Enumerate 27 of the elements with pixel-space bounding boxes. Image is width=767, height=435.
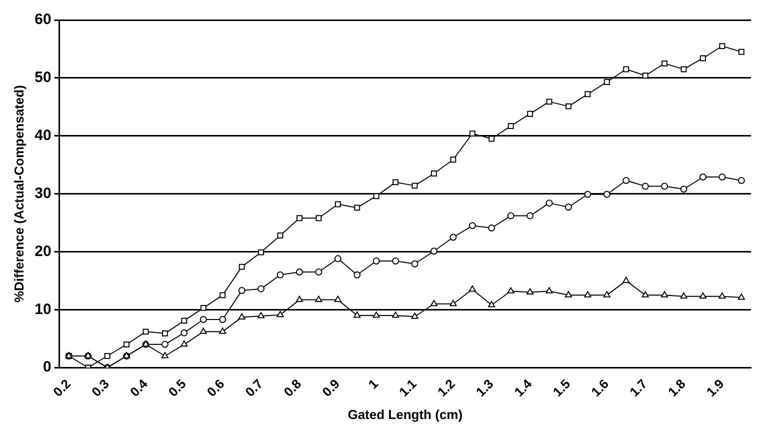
x-tick-label: 0.4 (127, 376, 151, 400)
x-tick-label: 1.5 (550, 376, 574, 400)
x-tick-label: 1.1 (396, 376, 420, 400)
y-axis-title: %Difference (Actual-Compensated) (11, 85, 26, 303)
x-tick-label: 0.3 (88, 376, 112, 400)
y-tick-label: 10 (34, 300, 52, 318)
y-tick-label: 50 (34, 69, 52, 86)
x-tick-label: 0.5 (165, 376, 189, 400)
x-axis-title: Gated Length (cm) (348, 406, 463, 422)
y-tick-label: 40 (34, 127, 52, 144)
x-tick-label: 1.9 (703, 376, 727, 400)
x-tick-label: 0.7 (242, 376, 266, 400)
x-tick-label: 0.6 (204, 376, 228, 400)
y-tick-label: 20 (34, 242, 52, 260)
y-tick-label: 60 (34, 11, 52, 28)
x-tick-label: 0.8 (280, 376, 304, 400)
x-tick-label: 1.8 (665, 376, 688, 400)
x-tick-label: 1 (365, 376, 381, 392)
x-tick-label: 1.7 (626, 376, 650, 400)
x-tick-label: 1.6 (588, 376, 612, 400)
x-tick-label: 0.9 (319, 376, 343, 400)
x-tick-label: 1.3 (472, 376, 496, 400)
x-tick-label: 1.2 (434, 376, 458, 400)
y-tick-label: 30 (34, 184, 52, 202)
y-tick-label: 0 (42, 358, 52, 376)
x-tick-label: 0.2 (50, 376, 74, 400)
x-tick-label: 1.4 (511, 376, 536, 400)
